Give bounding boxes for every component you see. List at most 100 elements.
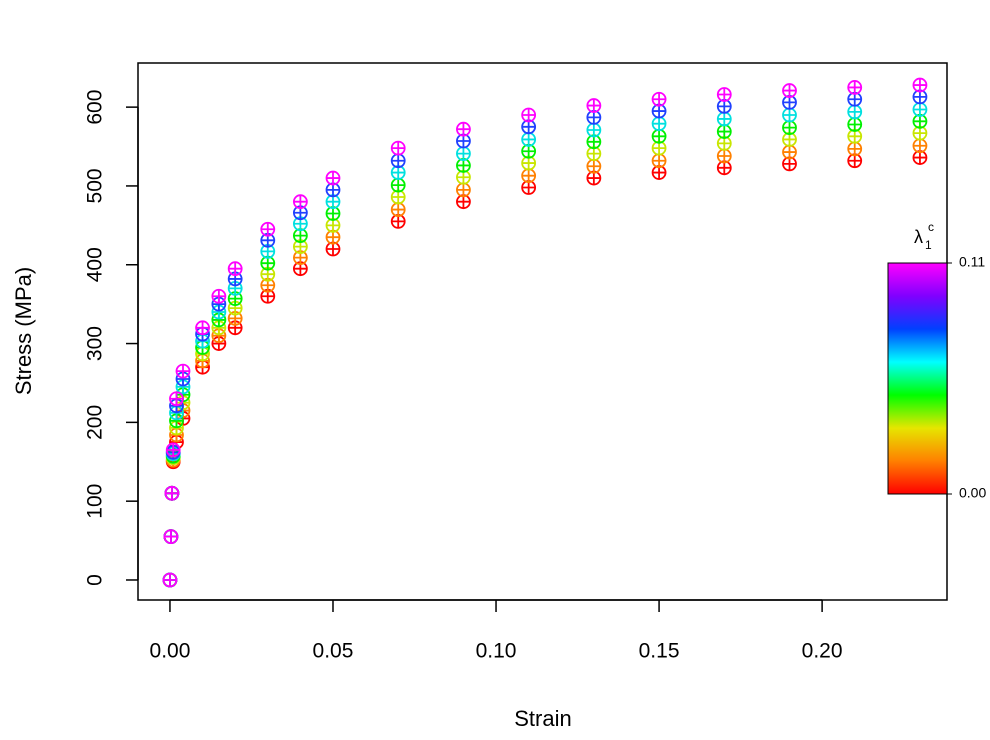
data-point [651,128,667,144]
data-point [847,153,863,169]
y-axis-label: Stress (MPa) [11,267,36,395]
x-tick-label: 0.15 [639,640,680,663]
x-axis-label: Strain [514,706,571,731]
data-point [390,189,406,205]
data-point [586,158,602,174]
data-point [325,194,341,210]
data-point [456,182,471,198]
y-tick-label: 600 [84,90,107,125]
data-point [325,217,341,233]
data-point [586,109,602,125]
data-point [716,98,732,114]
data-point [651,153,667,169]
data-point [782,107,797,123]
data-point [651,91,667,107]
data-point [390,214,406,229]
data-point [325,182,341,198]
data-point [912,89,928,105]
data-point [716,87,732,102]
data-point [716,148,732,164]
plot-frame [137,62,948,601]
data-point [521,132,537,147]
data-point [651,165,667,180]
data-point [521,143,537,159]
data-point [716,135,732,151]
data-point [586,122,602,138]
data-point [912,138,928,154]
data-point [521,168,537,184]
data-point [390,202,406,217]
data-point [227,261,243,277]
data-point [164,485,180,501]
data-point [716,124,732,139]
data-point [651,140,667,156]
data-point [521,107,537,123]
data-point [716,111,732,127]
data-point [456,169,471,185]
data-point [586,134,602,150]
colorbar [887,262,948,495]
data-point [175,363,191,379]
data-point [325,241,341,257]
data-point [169,391,184,407]
data-point [586,170,602,186]
data-point [165,442,181,458]
data-point [456,121,471,137]
data-point [782,95,797,110]
data-point [586,98,602,113]
data-point [456,133,471,149]
x-tick-label: 0.05 [313,640,354,663]
data-point [782,132,797,147]
y-tick-label: 400 [84,247,107,282]
data-point [912,102,928,117]
data-point [782,120,797,136]
data-point [651,116,667,132]
data-point [847,80,863,95]
data-point [390,153,406,169]
data-point [390,165,406,180]
colorbar-title: λ [914,227,923,247]
data-point [847,128,863,144]
data-point [195,320,210,336]
data-point [292,194,308,210]
data-point [325,170,341,186]
x-tick-label: 0.10 [476,640,517,663]
colorbar-tick-label: 0.11 [959,254,985,270]
data-point [521,180,537,195]
data-point [521,155,537,171]
data-point [325,229,341,245]
data-point [912,150,928,165]
data-point [912,77,928,93]
data-point [390,177,406,193]
y-tick-label: 100 [84,484,107,519]
data-point [912,125,928,141]
data-point [260,255,276,271]
data-point [716,160,732,176]
x-tick-label: 0.00 [150,640,191,663]
data-point [325,206,341,221]
data-point [651,103,667,119]
data-point [782,144,797,160]
data-point [847,91,863,107]
data-point [847,117,863,132]
data-point [163,529,179,545]
y-tick-label: 200 [84,405,107,440]
y-tick-label: 300 [84,326,107,361]
data-point [521,119,537,135]
data-point [456,194,471,210]
data-point [782,83,797,98]
data-point [390,140,406,156]
data-point [847,141,863,157]
colorbar-title-sub: 1 [925,238,932,252]
data-point [782,156,797,172]
data-point [912,113,928,129]
data-point [456,146,471,162]
data-point [292,228,308,243]
x-tick-label: 0.20 [802,640,843,663]
data-point [260,221,276,237]
colorbar-title-sup: c [928,220,934,234]
y-tick-label: 500 [84,168,107,203]
y-tick-label: 0 [84,574,107,586]
data-point [456,158,471,173]
